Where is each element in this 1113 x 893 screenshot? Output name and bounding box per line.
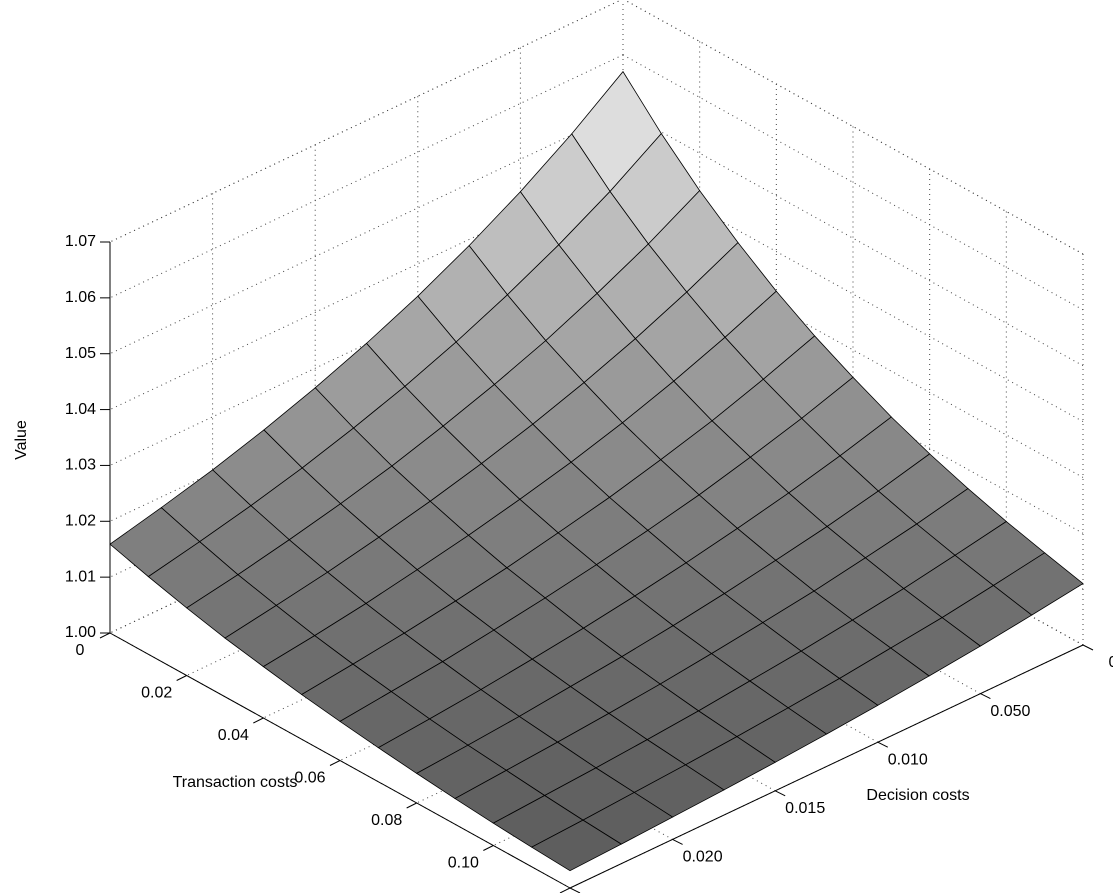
x-tick <box>329 760 341 766</box>
x-tick <box>253 717 264 724</box>
x-tick-label: 0.06 <box>294 770 325 787</box>
surface-face <box>530 819 623 872</box>
x-tick <box>483 845 494 851</box>
y-tick <box>672 838 683 845</box>
x-tick-label: 0.08 <box>371 812 402 829</box>
z-tick-label: 1.06 <box>65 289 96 306</box>
z-tick-label: 1.05 <box>65 345 96 362</box>
x-tick <box>406 802 417 809</box>
x-tick <box>559 887 571 893</box>
y-axis-label: Decision costs <box>866 787 969 804</box>
y-tick <box>980 693 991 700</box>
y-tick-label: 0.020 <box>683 849 723 866</box>
y-tick-label: 0.015 <box>785 800 825 817</box>
y-axis <box>569 644 1084 889</box>
y-tick-label: 0.010 <box>888 751 928 768</box>
y-tick <box>877 741 889 748</box>
y-tick-label: 0.050 <box>990 703 1030 720</box>
z-tick-label: 1.03 <box>65 457 96 474</box>
z-tick-label: 1.01 <box>65 568 96 585</box>
z-tick-label: 1.07 <box>65 233 96 250</box>
y-tick <box>774 790 786 797</box>
x-tick <box>176 675 187 681</box>
y-tick <box>1082 644 1094 651</box>
z-axis-label: Value <box>13 420 30 460</box>
x-tick-label: 0 <box>76 642 85 659</box>
z-tick-label: 1.00 <box>65 624 96 641</box>
x-tick-label: 0.10 <box>448 855 479 872</box>
x-axis-label: Transaction costs <box>173 774 298 791</box>
x-tick-label: 0.02 <box>141 685 172 702</box>
z-tick-label: 1.02 <box>65 513 96 530</box>
y-tick-label: 0 <box>1109 654 1113 671</box>
x-tick <box>99 632 111 639</box>
z-tick-label: 1.04 <box>65 401 96 418</box>
y-tick <box>569 887 581 893</box>
x-tick-label: 0.04 <box>218 727 249 744</box>
